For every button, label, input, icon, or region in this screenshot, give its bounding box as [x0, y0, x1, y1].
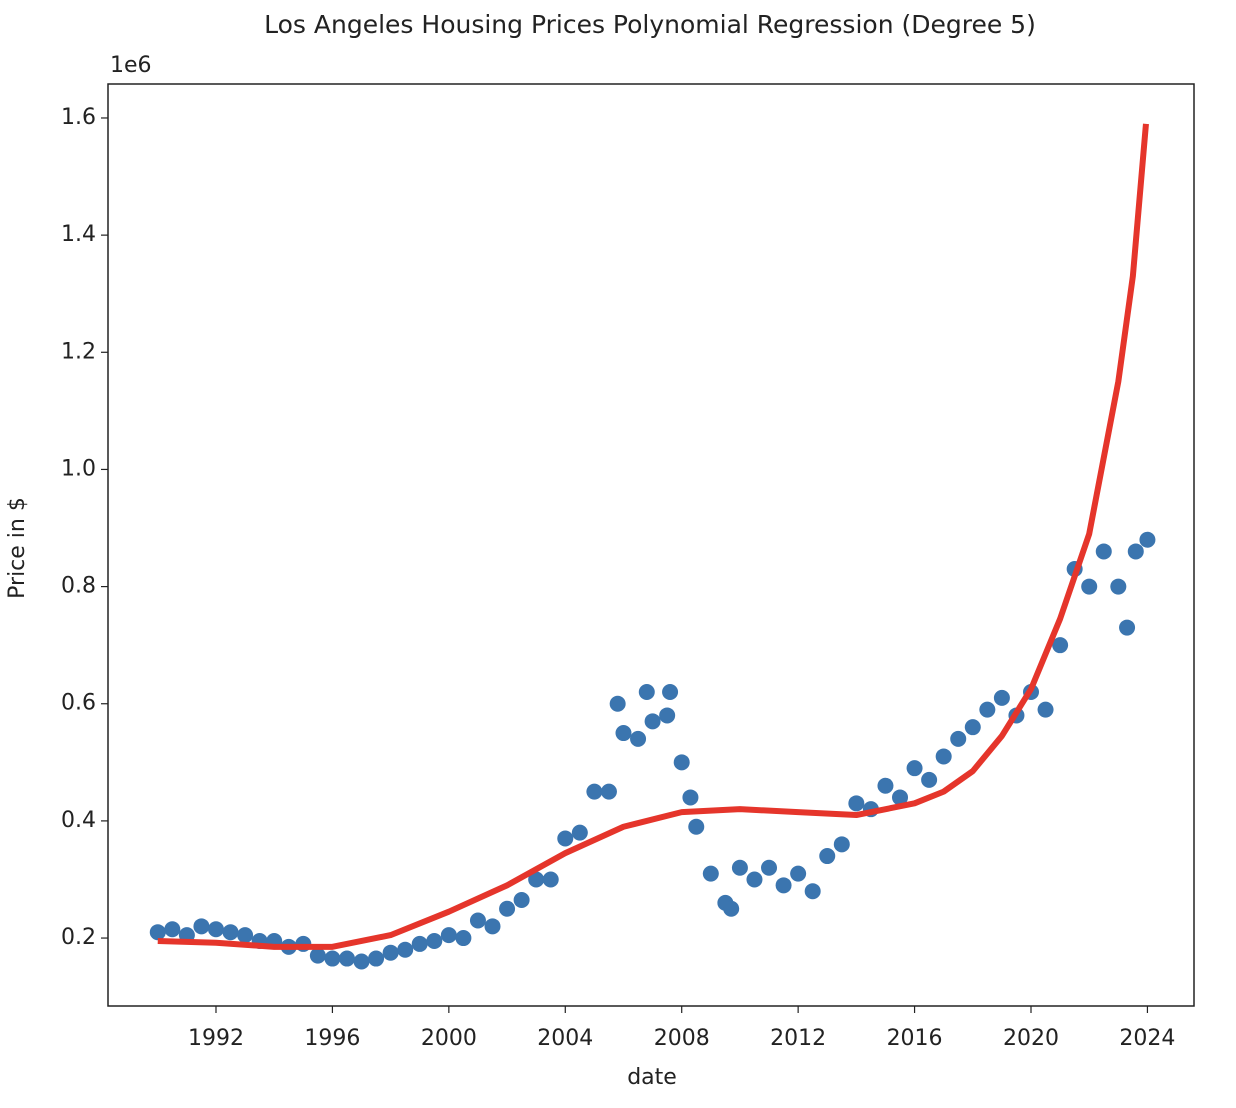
scatter-point	[804, 883, 821, 900]
scatter-point	[469, 912, 486, 929]
scatter-point	[1139, 531, 1156, 548]
x-tick-label: 2000	[421, 1026, 477, 1051]
y-tick-label: 0.8	[61, 574, 96, 599]
scatter-point	[528, 871, 545, 888]
scatter-point	[775, 877, 792, 894]
scatter-point	[237, 927, 254, 944]
scatter-point	[644, 713, 661, 730]
scatter-point	[324, 950, 341, 967]
x-tick-label: 2012	[770, 1026, 826, 1051]
scatter-point	[1110, 578, 1127, 595]
scatter-point	[382, 944, 399, 961]
scatter-point	[659, 707, 676, 724]
scatter-point	[1052, 637, 1069, 654]
scatter-point	[979, 701, 996, 718]
scatter-point	[499, 900, 516, 917]
y-tick-label: 0.4	[61, 808, 96, 833]
scatter-point	[411, 935, 428, 952]
scatter-point	[688, 818, 705, 835]
scatter-point	[662, 684, 679, 701]
y-tick-label: 1.4	[61, 222, 96, 247]
scatter-point	[338, 950, 355, 967]
scatter-point	[746, 871, 763, 888]
scatter-point	[993, 689, 1010, 706]
y-tick-label: 1.0	[61, 456, 96, 481]
scatter-point	[892, 789, 909, 806]
y-tick-label: 0.6	[61, 691, 96, 716]
scatter-point	[368, 950, 385, 967]
scatter-point	[1081, 578, 1098, 595]
scatter-point	[833, 836, 850, 853]
scatter-point	[723, 900, 740, 917]
scatter-point	[586, 783, 603, 800]
scatter-point	[309, 947, 326, 964]
scatter-point	[906, 760, 923, 777]
scatter-point	[638, 684, 655, 701]
x-tick-label: 1996	[304, 1026, 360, 1051]
scatter-point	[848, 795, 865, 812]
scatter-point	[600, 783, 617, 800]
plot-frame	[107, 83, 1195, 1007]
scatter-point	[149, 924, 166, 941]
regression-line	[157, 123, 1149, 950]
scatter-point	[921, 771, 938, 788]
x-tick-label: 2004	[537, 1026, 593, 1051]
chart-title: Los Angeles Housing Prices Polynomial Re…	[264, 10, 1036, 39]
x-tick-label: 2024	[1119, 1026, 1175, 1051]
scatter-point	[222, 924, 239, 941]
scatter-point	[397, 941, 414, 958]
scatter-point	[557, 830, 574, 847]
x-tick-label: 2020	[1003, 1026, 1059, 1051]
scatter-point	[164, 921, 181, 938]
scatter-point	[440, 927, 457, 944]
scatter-point	[207, 921, 224, 938]
x-tick-label: 2008	[654, 1026, 710, 1051]
scatter-point	[542, 871, 559, 888]
scatter-point	[877, 777, 894, 794]
scatter-point	[609, 695, 626, 712]
scatter-point	[353, 953, 370, 970]
scatter-point	[571, 824, 588, 841]
x-tick-label: 1992	[188, 1026, 244, 1051]
scatter-point	[731, 859, 748, 876]
scatter-point	[1127, 543, 1144, 560]
scatter-point	[193, 918, 210, 935]
scatter-point	[964, 719, 981, 736]
scatter-point	[761, 859, 778, 876]
scatter-point	[702, 865, 719, 882]
scatter-point	[426, 932, 443, 949]
scatter-point	[630, 730, 647, 747]
y-tick-label: 0.2	[61, 925, 96, 950]
scatter-point	[615, 725, 632, 742]
scatter-point	[819, 848, 836, 865]
y-axis-label: Price in $	[5, 497, 30, 599]
scatter-point	[673, 754, 690, 771]
scatter-point	[935, 748, 952, 765]
y-tick-label: 1.6	[61, 105, 96, 130]
scatter-point	[1095, 543, 1112, 560]
scatter-point	[1037, 701, 1054, 718]
scatter-point	[950, 730, 967, 747]
scatter-point	[513, 891, 530, 908]
y-offset-label: 1e6	[110, 53, 152, 78]
scatter-point	[682, 789, 699, 806]
scatter-point	[790, 865, 807, 882]
scatter-point	[484, 918, 501, 935]
x-axis-label: date	[627, 1065, 677, 1090]
y-tick-label: 1.2	[61, 339, 96, 364]
scatter-point	[455, 930, 472, 947]
scatter-point	[1119, 619, 1136, 636]
x-tick-label: 2016	[887, 1026, 943, 1051]
